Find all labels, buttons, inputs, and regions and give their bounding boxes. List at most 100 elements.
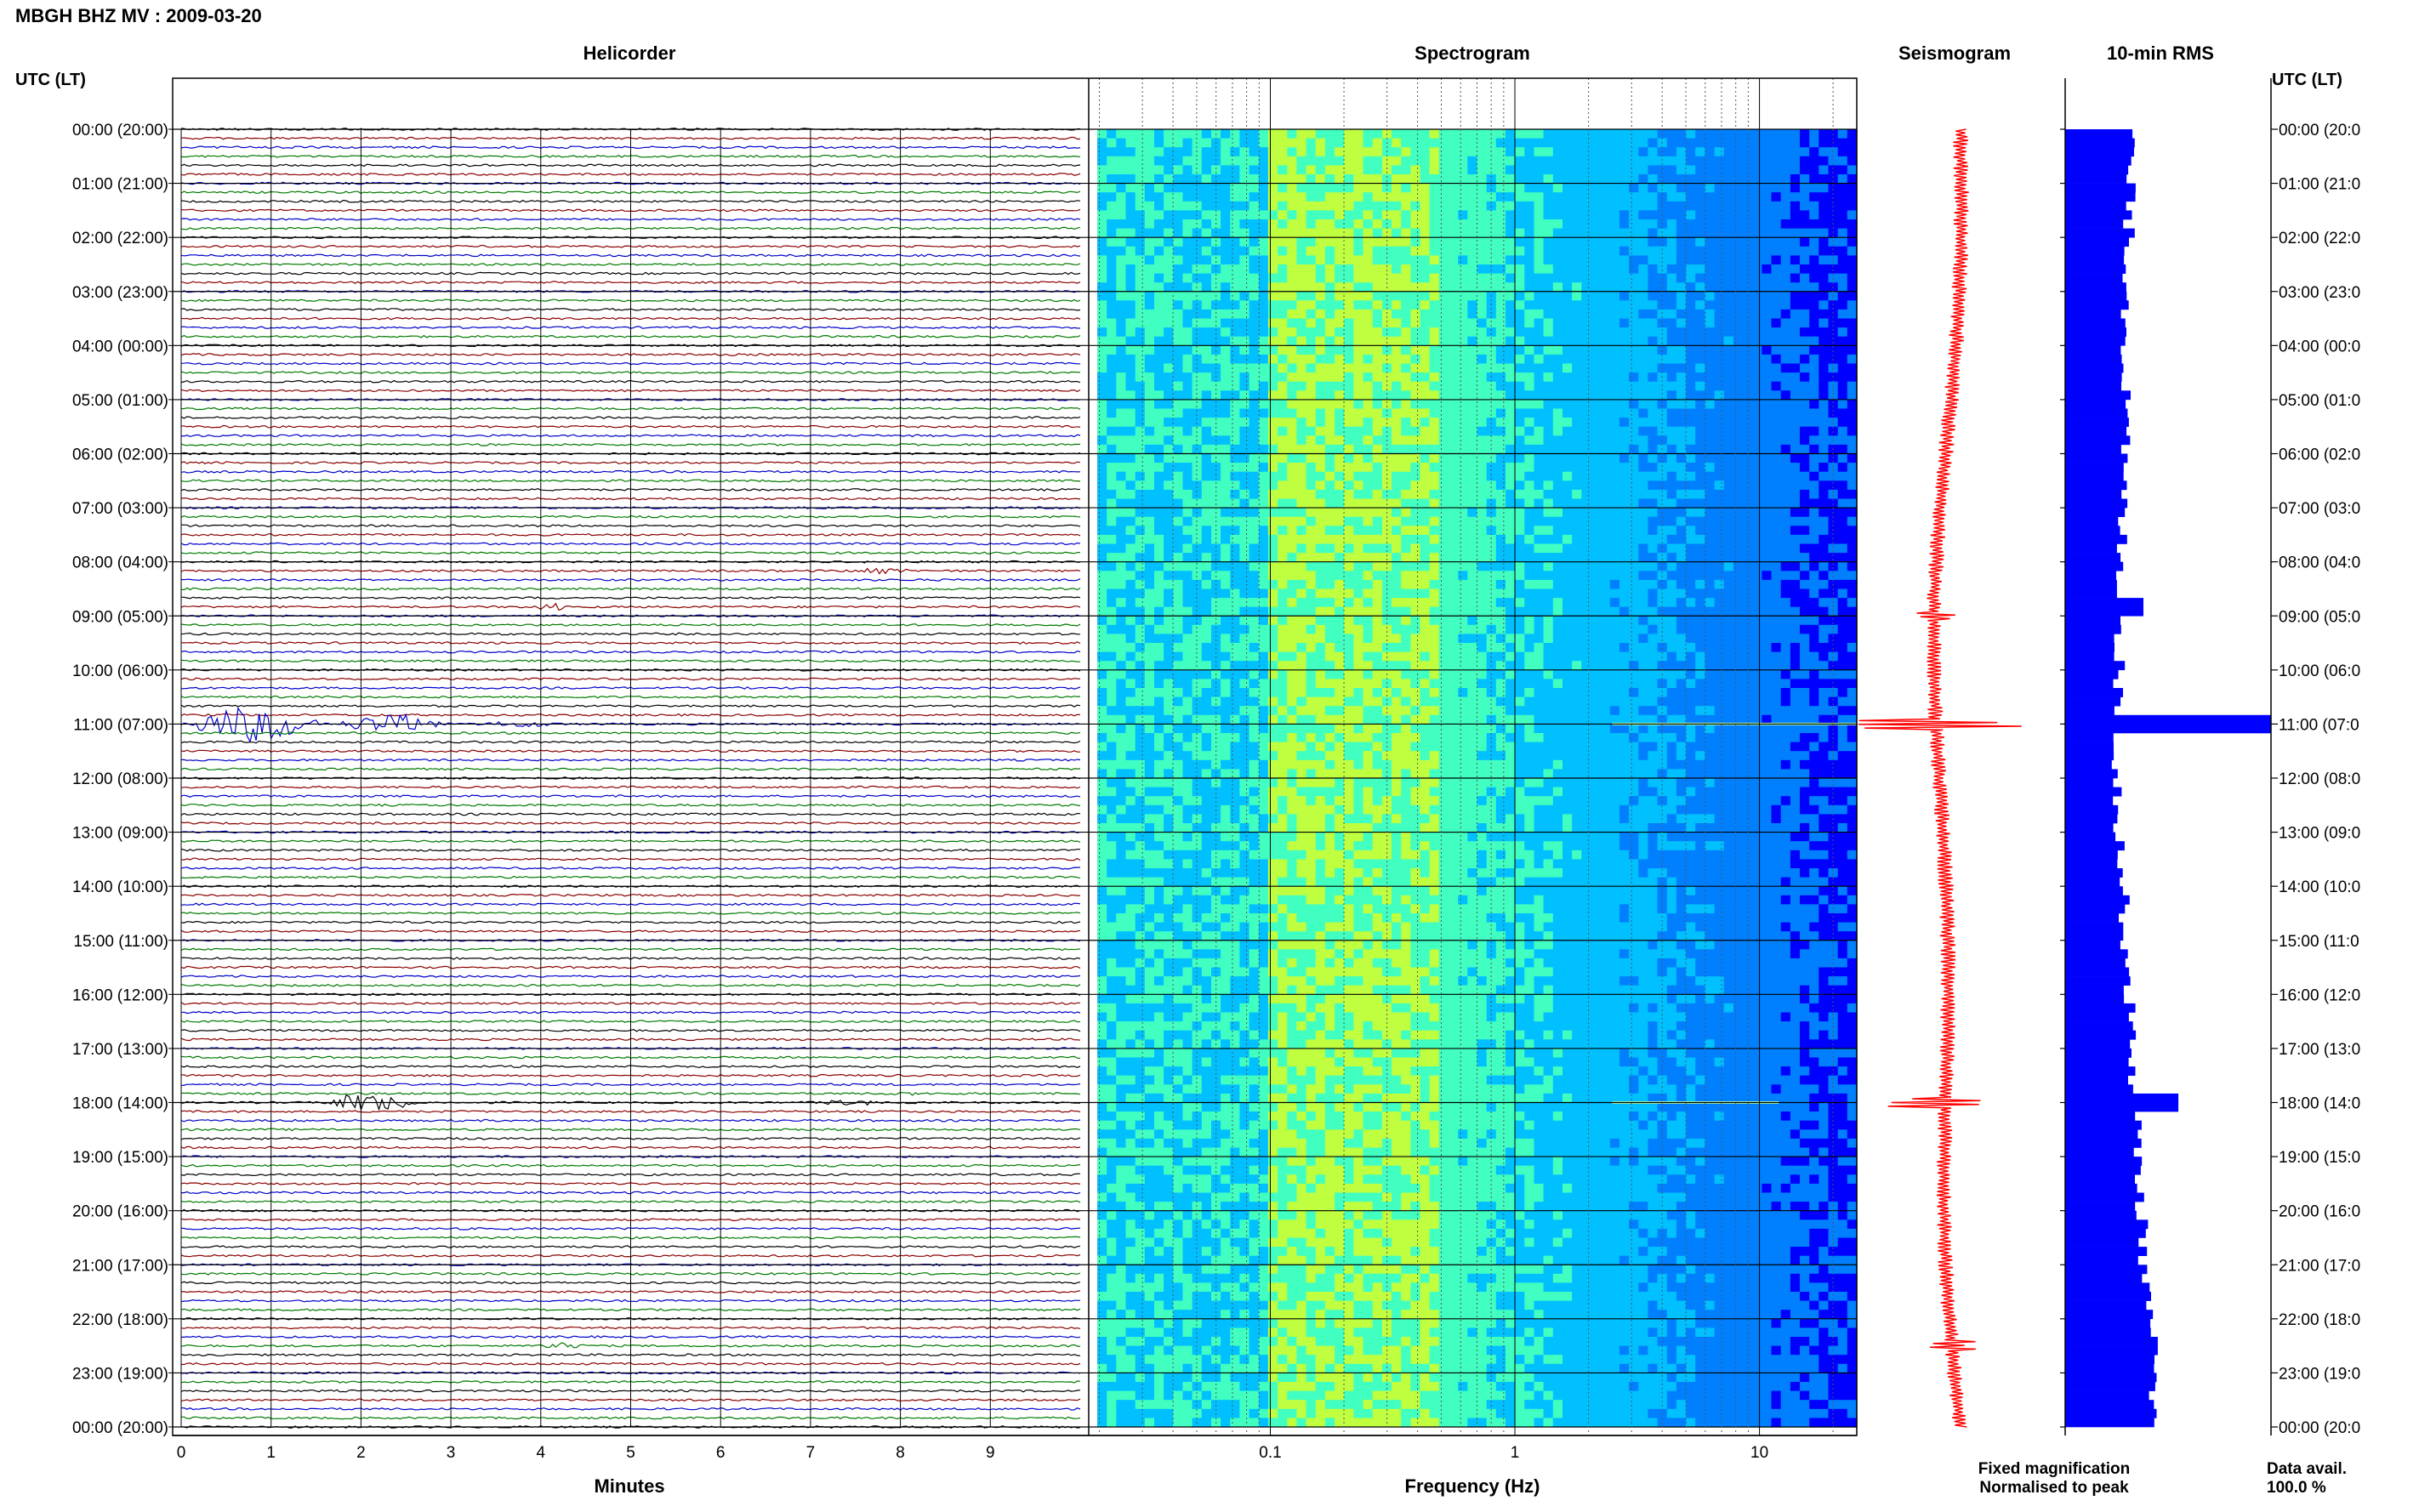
spectrogram-cell: [1467, 138, 1478, 148]
spectrogram-cell: [1505, 282, 1516, 293]
spectrogram-cell: [1477, 147, 1488, 157]
spectrogram-cell: [1438, 634, 1449, 644]
spectrogram-cell: [1221, 408, 1231, 418]
spectrogram-cell: [1192, 616, 1203, 626]
spectrogram-cell: [1800, 201, 1810, 211]
spectrogram-cell: [1486, 453, 1497, 463]
spectrogram-cell: [1344, 616, 1354, 626]
spectrogram-cell: [1847, 300, 1858, 310]
spectrogram-cell: [1638, 661, 1649, 671]
spectrogram-cell: [1287, 453, 1298, 463]
spectrogram-cell: [1562, 444, 1573, 455]
spectrogram-cell: [1182, 426, 1193, 436]
spectrogram-cell: [1278, 183, 1288, 193]
spectrogram-cell: [1543, 174, 1554, 185]
spectrogram-cell: [1705, 679, 1716, 689]
spectrogram-cell: [1666, 453, 1677, 463]
spectrogram-cell: [1381, 165, 1392, 175]
spectrogram-cell: [1676, 183, 1687, 193]
spectrogram-cell: [1695, 156, 1705, 166]
spectrogram-cell: [1467, 147, 1478, 157]
spectrogram-cell: [1363, 327, 1374, 338]
spectrogram-cell: [1392, 516, 1402, 526]
spectrogram-cell: [1144, 399, 1155, 410]
spectrogram-cell: [1572, 345, 1582, 355]
spectrogram-cell: [1221, 571, 1231, 581]
spectrogram-cell: [1164, 174, 1174, 185]
spectrogram-cell: [1363, 291, 1374, 301]
spectrogram-cell: [1552, 418, 1563, 428]
spectrogram-cell: [1723, 579, 1734, 590]
spectrogram-cell: [1107, 192, 1117, 202]
spectrogram-cell: [1676, 553, 1687, 563]
spectrogram-cell: [1534, 526, 1545, 536]
spectrogram-cell: [1515, 616, 1525, 626]
spectrogram-cell: [1392, 643, 1402, 653]
spectrogram-cell: [1591, 669, 1602, 679]
spectrogram-cell: [1267, 246, 1278, 256]
spectrogram-cell: [1695, 255, 1705, 265]
spectrogram-cell: [1629, 471, 1639, 481]
spectrogram-cell: [1837, 543, 1848, 554]
spectrogram-cell: [1666, 390, 1677, 401]
spectrogram-cell: [1809, 363, 1819, 373]
spectrogram-cell: [1666, 526, 1677, 536]
spectrogram-cell: [1420, 616, 1431, 626]
spectrogram-cell: [1410, 318, 1421, 328]
spectrogram-cell: [1144, 345, 1155, 355]
spectrogram-cell: [1458, 579, 1468, 590]
spectrogram-cell: [1572, 237, 1582, 247]
spectrogram-cell: [1324, 291, 1335, 301]
spectrogram-cell: [1714, 246, 1725, 256]
spectrogram-cell: [1800, 598, 1810, 608]
spectrogram-cell: [1609, 453, 1620, 463]
spectrogram-cell: [1278, 679, 1288, 689]
spectrogram-cell: [1135, 463, 1146, 473]
spectrogram-cell: [1182, 561, 1193, 571]
spectrogram-cell: [1164, 598, 1174, 608]
spectrogram-cell: [1609, 354, 1620, 365]
spectrogram-cell: [1392, 534, 1402, 545]
spectrogram-cell: [1107, 327, 1117, 338]
spectrogram-cell: [1638, 426, 1649, 436]
spectrogram-cell: [1363, 624, 1374, 634]
spectrogram-cell: [1458, 363, 1468, 373]
spectrogram-cell: [1524, 571, 1535, 581]
spectrogram-cell: [1278, 463, 1288, 473]
spectrogram-cell: [1666, 651, 1677, 662]
spectrogram-cell: [1429, 237, 1440, 247]
spectrogram-cell: [1173, 408, 1184, 418]
spectrogram-cell: [1410, 661, 1421, 671]
spectrogram-cell: [1581, 643, 1592, 653]
spectrogram-cell: [1743, 616, 1753, 626]
spectrogram-cell: [1505, 471, 1516, 481]
spectrogram-cell: [1572, 255, 1582, 265]
spectrogram-cell: [1363, 228, 1374, 238]
spectrogram-cell: [1837, 553, 1848, 563]
spectrogram-cell: [1372, 418, 1383, 428]
spectrogram-cell: [1410, 273, 1421, 283]
spectrogram-cell: [1192, 165, 1203, 175]
spectrogram-cell: [1287, 291, 1298, 301]
spectrogram-cell: [1666, 282, 1677, 293]
spectrogram-cell: [1629, 561, 1639, 571]
spectrogram-cell: [1420, 444, 1431, 455]
spectrogram-cell: [1714, 624, 1725, 634]
spectrogram-cell: [1381, 634, 1392, 644]
spectrogram-cell: [1467, 480, 1478, 491]
spectrogram-cell: [1657, 390, 1668, 401]
spectrogram-cell: [1221, 669, 1231, 679]
spectrogram-cell: [1771, 679, 1782, 689]
spectrogram-cell: [1828, 381, 1839, 391]
spectrogram-cell: [1733, 336, 1744, 346]
spectrogram-cell: [1278, 508, 1288, 518]
spectrogram-cell: [1619, 588, 1630, 599]
spectrogram-cell: [1201, 192, 1212, 202]
spectrogram-cell: [1392, 471, 1402, 481]
spectrogram-cell: [1258, 651, 1269, 662]
spectrogram-cell: [1201, 571, 1212, 581]
spectrogram-cell: [1401, 129, 1411, 139]
spectrogram-cell: [1581, 192, 1592, 202]
spectrogram-cell: [1144, 174, 1155, 185]
spectrogram-cell: [1135, 508, 1146, 518]
